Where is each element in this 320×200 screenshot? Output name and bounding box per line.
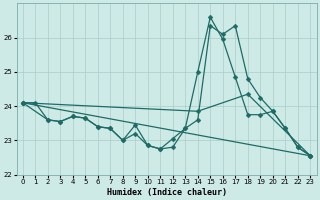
X-axis label: Humidex (Indice chaleur): Humidex (Indice chaleur) [107, 188, 227, 197]
